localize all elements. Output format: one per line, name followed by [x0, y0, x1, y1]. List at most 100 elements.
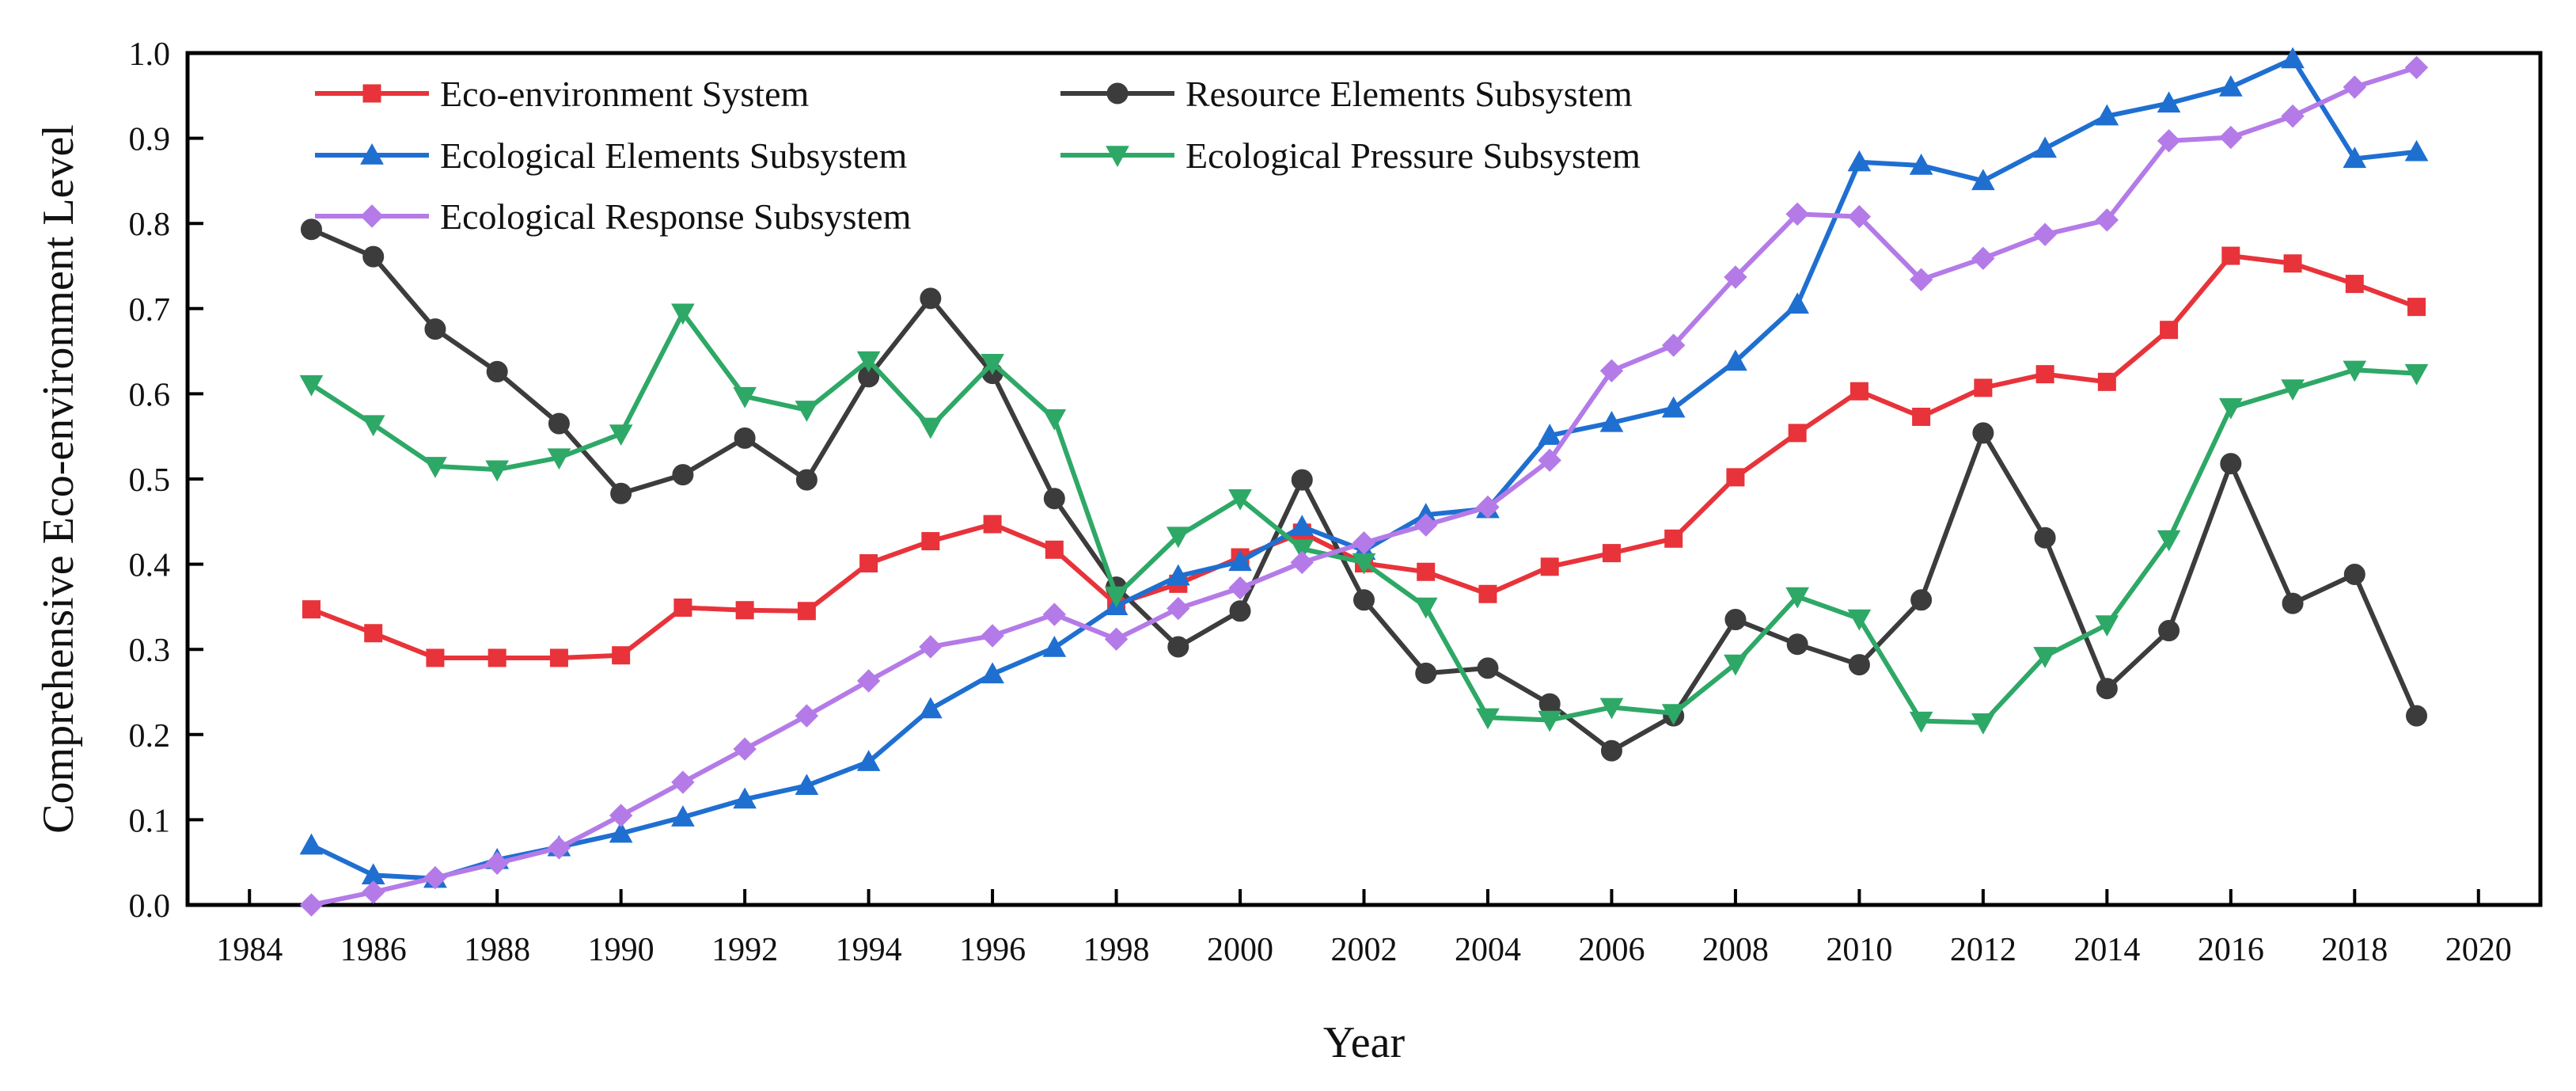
data-point-ecological-elements-subsystem	[1538, 424, 1562, 445]
data-point-ecological-pressure-subsystem	[1476, 708, 1500, 730]
data-point-ecological-pressure-subsystem	[1971, 713, 1995, 735]
data-point-eco-environment-system	[549, 648, 568, 667]
data-point-ecological-elements-subsystem	[299, 833, 324, 855]
data-point-eco-environment-system	[1417, 562, 1436, 581]
x-tick-label: 2018	[2321, 932, 2388, 968]
data-point-ecological-pressure-subsystem	[1413, 597, 1438, 619]
data-point-resource-elements-subsystem	[1848, 654, 1870, 676]
data-point-ecological-response-subsystem	[1785, 202, 1809, 226]
data-point-eco-environment-system	[2097, 372, 2116, 391]
data-point-eco-environment-system	[1974, 378, 1993, 397]
data-point-resource-elements-subsystem	[1786, 633, 1808, 656]
data-point-resource-elements-subsystem	[1229, 600, 1251, 622]
data-point-resource-elements-subsystem	[1910, 589, 1933, 611]
x-tick-label: 2006	[1578, 932, 1645, 968]
data-point-eco-environment-system	[1788, 424, 1807, 443]
series-layer	[299, 47, 2429, 917]
legend-item-ecological-elements-subsystem: Ecological Elements Subsystem	[315, 135, 907, 176]
legend-swatch-marker	[360, 204, 384, 228]
data-point-ecological-pressure-subsystem	[1909, 711, 1933, 733]
data-point-ecological-response-subsystem	[856, 669, 881, 693]
data-point-eco-environment-system	[488, 648, 506, 667]
data-point-ecological-pressure-subsystem	[1785, 587, 1810, 609]
data-point-ecological-response-subsystem	[1042, 603, 1067, 626]
data-point-ecological-pressure-subsystem	[423, 457, 447, 478]
data-point-resource-elements-subsystem	[2158, 620, 2180, 642]
data-point-eco-environment-system	[2160, 321, 2179, 340]
series-ecological-response-subsystem	[299, 55, 2429, 917]
data-point-ecological-pressure-subsystem	[1599, 698, 1624, 720]
data-point-resource-elements-subsystem	[300, 219, 322, 241]
data-point-ecological-elements-subsystem	[795, 774, 819, 796]
x-tick-label: 2010	[1826, 932, 1892, 968]
data-point-ecological-elements-subsystem	[1909, 154, 1933, 175]
y-tick-label: 0.2	[129, 718, 171, 755]
data-point-resource-elements-subsystem	[920, 287, 942, 310]
data-point-eco-environment-system	[1045, 540, 1064, 559]
data-point-eco-environment-system	[673, 598, 692, 617]
data-point-ecological-pressure-subsystem	[1724, 654, 1747, 676]
series-ecological-pressure-subsystem	[299, 303, 2429, 735]
data-point-ecological-response-subsystem	[795, 704, 819, 728]
data-point-ecological-elements-subsystem	[2281, 47, 2305, 69]
data-point-ecological-elements-subsystem	[1166, 564, 1190, 586]
series-resource-elements-subsystem	[300, 219, 2428, 762]
x-tick-label: 2014	[2073, 932, 2140, 968]
data-point-ecological-elements-subsystem	[609, 821, 633, 843]
x-tick-label: 1992	[711, 932, 778, 968]
x-tick-label: 2000	[1207, 932, 1273, 968]
data-point-ecological-response-subsystem	[1847, 204, 1872, 229]
axes-layer: 0.0 0.1 0.2 0.3 0.4 0.5 0.6 0.7 0.8 0.9 1.0 1984 198…	[129, 36, 2543, 968]
data-point-ecological-elements-subsystem	[1290, 515, 1315, 536]
x-tick-label: 2004	[1455, 932, 1521, 968]
data-point-ecological-pressure-subsystem	[547, 448, 571, 470]
data-point-ecological-pressure-subsystem	[1104, 586, 1129, 608]
x-tick-label: 1986	[340, 932, 407, 968]
legend-item-ecological-response-subsystem: Ecological Response Subsystem	[315, 196, 912, 237]
data-point-ecological-elements-subsystem	[918, 697, 943, 719]
data-point-ecological-pressure-subsystem	[2157, 530, 2181, 552]
data-point-resource-elements-subsystem	[548, 412, 570, 435]
data-point-ecological-elements-subsystem	[981, 662, 1004, 684]
x-tick-label: 1998	[1083, 932, 1150, 968]
data-point-ecological-response-subsystem	[1476, 495, 1500, 519]
y-tick-label: 0.3	[129, 633, 171, 669]
data-point-ecological-response-subsystem	[919, 635, 943, 659]
data-point-ecological-pressure-subsystem	[1228, 489, 1252, 511]
y-tick-label: 0.4	[129, 548, 171, 584]
data-point-resource-elements-subsystem	[1724, 609, 1747, 631]
data-point-eco-environment-system	[2345, 275, 2364, 294]
data-point-eco-environment-system	[983, 515, 1002, 534]
data-point-ecological-pressure-subsystem	[2404, 363, 2429, 386]
data-point-resource-elements-subsystem	[1167, 636, 1189, 658]
series-line-ecological-elements-subsystem	[310, 56, 2417, 881]
x-tick-label: 1994	[836, 932, 902, 968]
data-point-resource-elements-subsystem	[734, 427, 756, 449]
data-point-ecological-pressure-subsystem	[2343, 360, 2367, 382]
data-point-ecological-pressure-subsystem	[795, 401, 819, 422]
data-point-eco-environment-system	[859, 554, 878, 573]
data-point-ecological-elements-subsystem	[1724, 349, 1747, 371]
data-point-ecological-pressure-subsystem	[361, 415, 385, 437]
data-point-ecological-response-subsystem	[1971, 246, 1995, 271]
data-point-eco-environment-system	[2283, 254, 2302, 273]
data-point-ecological-pressure-subsystem	[299, 374, 324, 397]
data-point-ecological-response-subsystem	[2343, 75, 2366, 99]
data-point-ecological-response-subsystem	[2404, 55, 2429, 79]
data-point-eco-environment-system	[1912, 407, 1931, 426]
data-point-eco-environment-system	[921, 532, 940, 551]
data-point-ecological-pressure-subsystem	[981, 353, 1004, 375]
data-point-ecological-elements-subsystem	[856, 750, 881, 771]
x-tick-label: 1988	[464, 932, 530, 968]
data-point-resource-elements-subsystem	[795, 469, 818, 491]
data-point-eco-environment-system	[1726, 468, 1745, 487]
legend-item-ecological-pressure-subsystem: Ecological Pressure Subsystem	[1060, 135, 1641, 176]
data-point-ecological-elements-subsystem	[1228, 549, 1252, 572]
data-point-ecological-elements-subsystem	[1599, 410, 1624, 432]
legend-label: Eco-environment System	[440, 74, 810, 114]
x-tick-label: 2008	[1702, 932, 1769, 968]
y-tick-label: 0.5	[129, 462, 171, 499]
legend-swatch-marker	[362, 84, 381, 103]
data-point-ecological-pressure-subsystem	[671, 303, 695, 325]
